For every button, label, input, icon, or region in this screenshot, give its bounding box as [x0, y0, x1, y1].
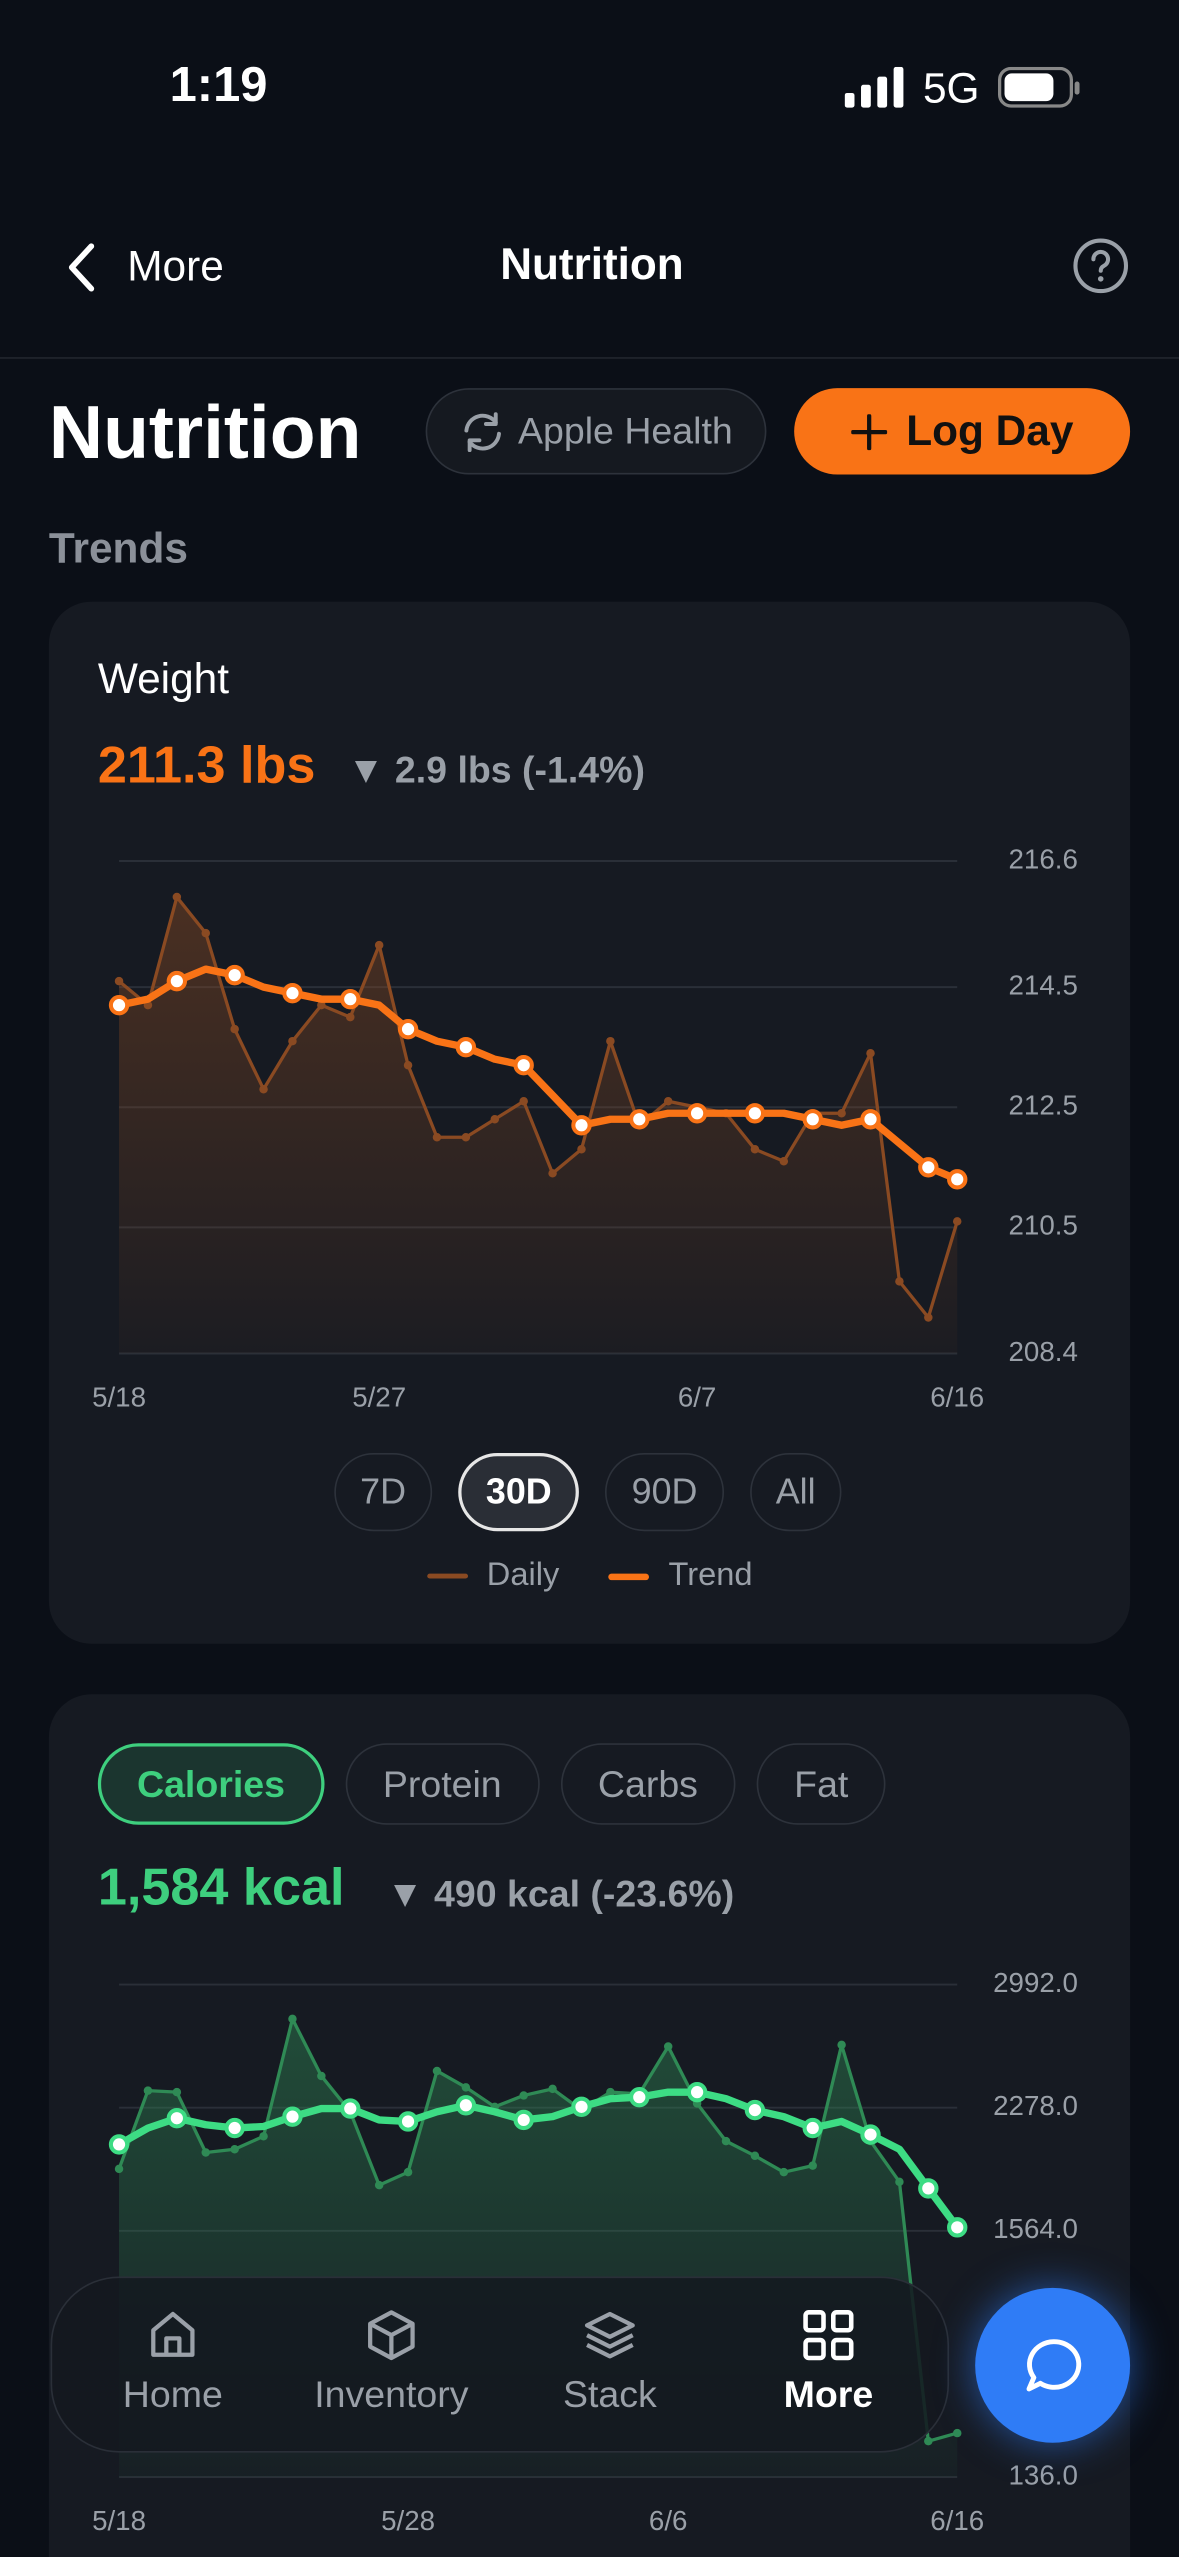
calories-change: ▼ 490 kcal (-23.6%): [386, 1872, 735, 1915]
status-time: 1:19: [169, 58, 268, 113]
macro-tab[interactable]: Calories: [97, 1743, 325, 1825]
macro-tab[interactable]: Carbs: [560, 1743, 736, 1825]
tab-icon: [368, 2310, 415, 2361]
legend-item: Daily: [426, 1557, 559, 1595]
period-pill[interactable]: 7D: [334, 1452, 433, 1532]
tab-icon: [803, 2310, 854, 2361]
tab-label: More: [783, 2372, 874, 2416]
legend-label: Trend: [668, 1557, 753, 1594]
weight-title: Weight: [97, 653, 230, 703]
period-pill[interactable]: 30D: [458, 1452, 580, 1532]
nav-title: Nutrition: [500, 239, 684, 289]
period-pill[interactable]: All: [749, 1452, 842, 1532]
back-icon[interactable]: [62, 241, 101, 293]
legend-swatch: [608, 1572, 649, 1580]
weight-change: ▼ 2.9 lbs (-1.4%): [347, 748, 646, 791]
battery-icon: [997, 66, 1080, 108]
legend-label: Daily: [486, 1557, 560, 1594]
tab-label: Home: [122, 2372, 223, 2416]
tab-label: Stack: [562, 2372, 657, 2416]
tab-item[interactable]: Home: [67, 2307, 279, 2416]
chat-icon: [1025, 2338, 1081, 2391]
calories-current: 1,584 kcal: [97, 1857, 345, 1917]
signal-icon: [844, 66, 904, 108]
tab-item[interactable]: More: [722, 2307, 934, 2416]
log-label: Log Day: [906, 406, 1074, 455]
macro-tabs: Calories Protein Carbs Fat: [97, 1743, 886, 1825]
plus-icon: [850, 413, 887, 450]
macro-tab[interactable]: Fat: [756, 1743, 886, 1825]
back-label[interactable]: More: [127, 241, 224, 291]
legend-item: Trend: [608, 1557, 753, 1595]
weight-current: 211.3 lbs: [97, 735, 316, 795]
period-pill[interactable]: 90D: [605, 1452, 724, 1532]
sync-button[interactable]: Apple Health: [425, 388, 767, 475]
period-selector: 7D 30D 90D All: [0, 1452, 1179, 1532]
tab-icon: [151, 2311, 195, 2357]
chat-button[interactable]: [975, 2287, 1131, 2443]
tab-icon: [584, 2311, 635, 2359]
tab-label: Inventory: [314, 2372, 469, 2416]
network-label: 5G: [922, 63, 980, 113]
page-title: Nutrition: [48, 389, 362, 475]
section-title: Trends: [48, 523, 188, 573]
sync-label: Apple Health: [517, 409, 733, 452]
tab-item[interactable]: Inventory: [285, 2307, 497, 2416]
tab-bar: Home Inventory Stack More: [50, 2276, 950, 2453]
log-button[interactable]: Log Day: [794, 388, 1131, 475]
macro-tab[interactable]: Protein: [345, 1743, 540, 1825]
sync-icon: [463, 411, 501, 452]
legend: Daily Trend: [0, 1557, 1179, 1595]
help-icon[interactable]: [1071, 236, 1130, 295]
legend-swatch: [426, 1573, 468, 1579]
divider: [0, 357, 1179, 359]
tab-item[interactable]: Stack: [504, 2307, 716, 2416]
